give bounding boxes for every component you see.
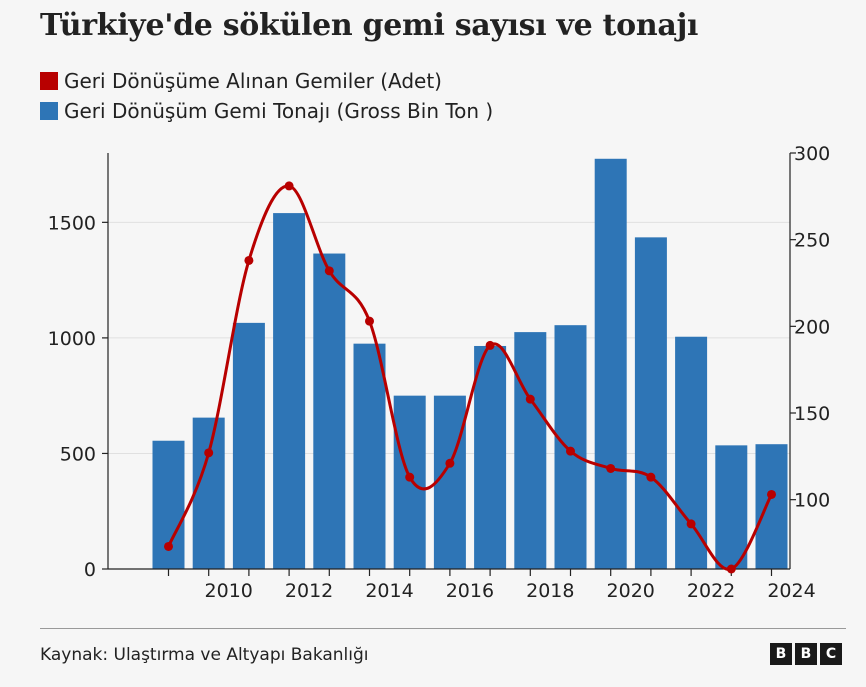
line-point	[324, 266, 334, 276]
bbc-logo: B B C	[770, 643, 842, 665]
line-point	[646, 472, 656, 482]
right-tick-label: 200	[794, 316, 830, 338]
footer-divider	[40, 628, 846, 629]
legend-label-ship-count: Geri Dönüşüme Alınan Gemiler (Adet)	[64, 69, 442, 93]
line-point	[445, 458, 455, 468]
left-tick-label: 0	[84, 559, 96, 581]
right-tick-label: 150	[794, 403, 830, 425]
line-point	[525, 394, 535, 404]
x-tick-label: 2018	[526, 580, 574, 602]
tick-labels: 0 500 1000 1500 100 150 200 250 300 2010 2012 2014 2…	[48, 143, 831, 602]
bbc-logo-letter: B	[795, 643, 817, 665]
bar	[474, 345, 507, 569]
line-point	[606, 463, 616, 473]
legend-item-ship-count: Geri Dönüşüme Alınan Gemiler (Adet)	[40, 66, 493, 96]
bar	[594, 158, 627, 569]
bar	[273, 213, 306, 570]
left-tick-label: 500	[60, 443, 96, 465]
chart-title: Türkiye'de sökülen gemi sayısı ve tonajı	[40, 8, 699, 43]
bar	[353, 343, 386, 569]
line-series	[164, 181, 776, 574]
bar	[232, 322, 265, 569]
x-tick-label: 2024	[767, 580, 815, 602]
bar	[634, 237, 667, 569]
left-tick-label: 1500	[48, 212, 96, 234]
bar	[514, 332, 547, 569]
combo-chart: 0 500 1000 1500 100 150 200 250 300 2010 2012 2014 2…	[48, 143, 831, 602]
line-point	[164, 541, 173, 551]
legend-label-tonnage: Geri Dönüşüm Gemi Tonajı (Gross Bin Ton …	[64, 99, 494, 123]
legend: Geri Dönüşüme Alınan Gemiler (Adet) Geri…	[40, 66, 493, 126]
line-point	[204, 448, 214, 458]
right-tick-label: 250	[794, 230, 830, 252]
bar	[393, 395, 426, 569]
left-tick-label: 1000	[48, 328, 96, 350]
line-point	[767, 489, 776, 499]
x-tick-label: 2020	[607, 580, 655, 602]
bar	[675, 336, 708, 569]
line-point	[405, 472, 415, 482]
line-point	[566, 446, 575, 456]
legend-swatch-red	[40, 72, 58, 90]
x-tick-label: 2022	[687, 580, 735, 602]
line-point	[686, 519, 696, 529]
line-point	[485, 340, 495, 350]
bar	[192, 417, 225, 569]
legend-swatch-blue	[40, 102, 58, 120]
x-tick-label: 2014	[365, 580, 413, 602]
bar	[715, 445, 748, 569]
legend-item-tonnage: Geri Dönüşüm Gemi Tonajı (Gross Bin Ton …	[40, 96, 493, 126]
line-point	[365, 316, 374, 326]
right-tick-label: 100	[794, 490, 830, 512]
x-tick-label: 2016	[446, 580, 494, 602]
line-point	[726, 564, 736, 574]
line-point	[284, 181, 294, 191]
x-tick-label: 2012	[285, 580, 333, 602]
bar-series	[152, 158, 788, 570]
bbc-logo-letter: C	[820, 643, 842, 665]
source-text: Kaynak: Ulaştırma ve Altyapı Bakanlığı	[40, 645, 369, 665]
bar	[755, 444, 788, 569]
line-point	[244, 255, 254, 265]
right-tick-label: 300	[794, 143, 830, 165]
bar	[433, 395, 466, 569]
x-tick-label: 2010	[205, 580, 253, 602]
axes	[102, 152, 796, 576]
bar	[313, 253, 346, 570]
bbc-logo-letter: B	[770, 643, 792, 665]
